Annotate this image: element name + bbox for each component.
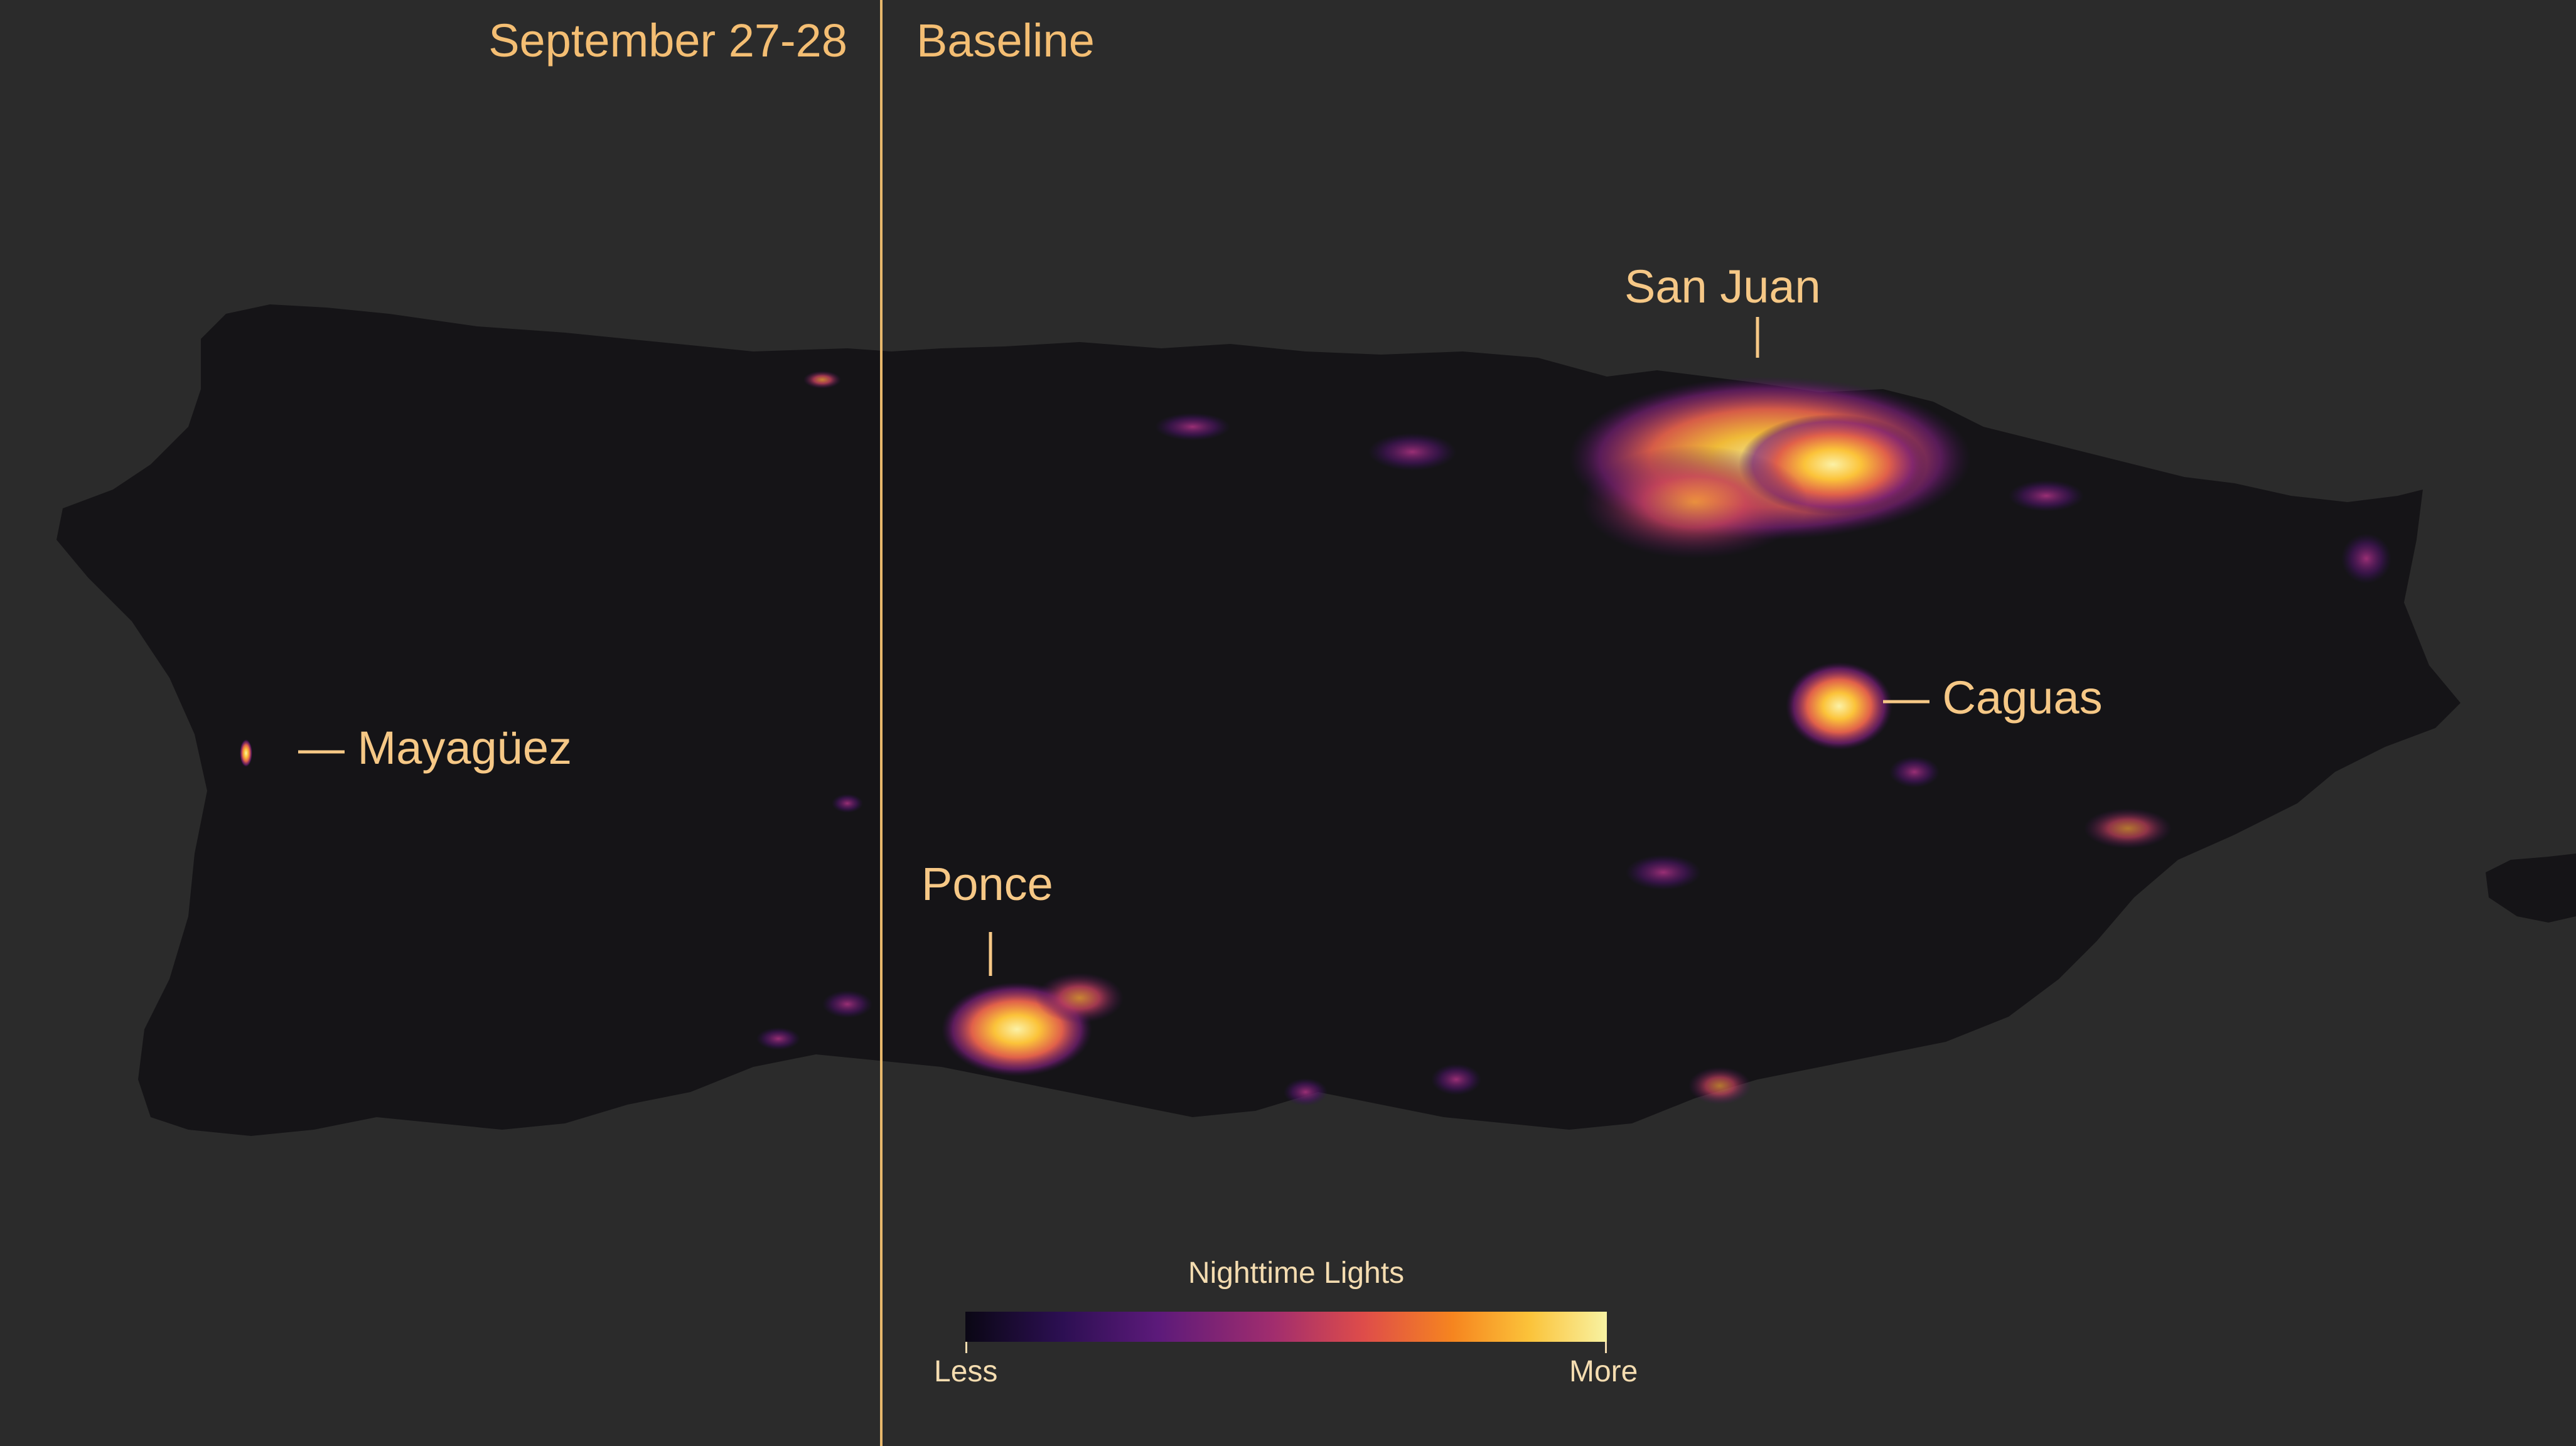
panel-title-baseline: Baseline	[916, 14, 1095, 67]
city-label-caguas: — Caguas	[1883, 672, 2103, 724]
city-label-mayaguez: — Mayagüez	[298, 722, 572, 774]
city-label-san-juan: San Juan	[1624, 260, 1821, 313]
legend-title: Nighttime Lights	[1188, 1256, 1405, 1290]
legend-tick-less	[965, 1342, 967, 1353]
city-label-ponce: Ponce	[921, 858, 1053, 910]
baseline-lights	[942, 377, 2391, 1106]
post-storm-lights	[240, 371, 872, 1050]
legend-label-less: Less	[934, 1355, 998, 1388]
legend-color-scale	[965, 1312, 1607, 1342]
panel-title-post-storm: September 27-28	[488, 14, 847, 67]
legend-label-more: More	[1569, 1355, 1638, 1388]
small-island	[2486, 854, 2576, 923]
legend-tick-more	[1605, 1342, 1607, 1353]
